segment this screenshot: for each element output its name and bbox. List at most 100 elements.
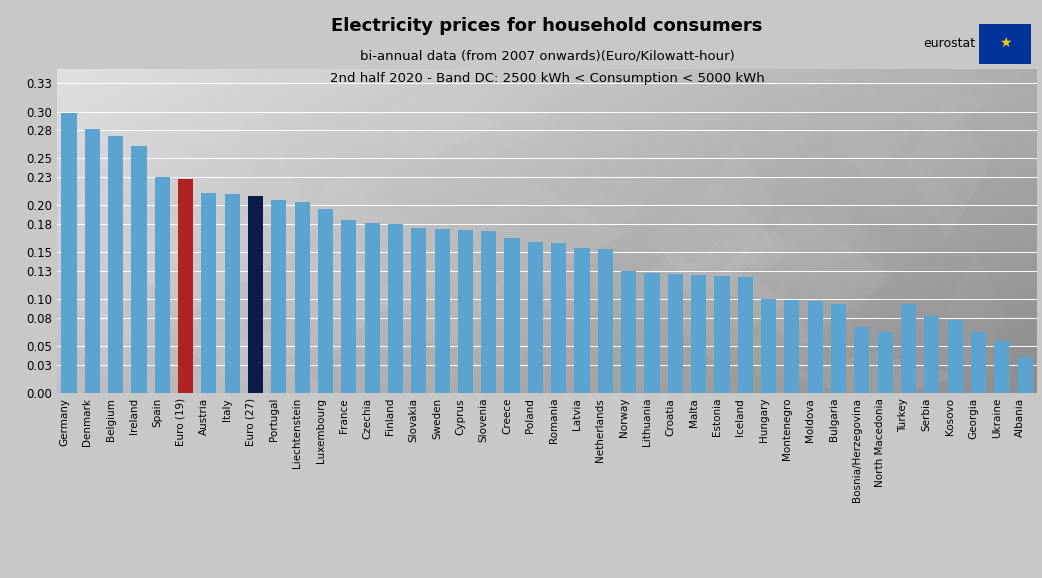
Polygon shape: [185, 276, 253, 326]
Polygon shape: [862, 13, 1021, 139]
Polygon shape: [649, 179, 775, 302]
Text: eurostat: eurostat: [923, 37, 975, 50]
Bar: [341, 220, 356, 393]
Polygon shape: [761, 51, 877, 105]
Bar: [691, 275, 706, 393]
Bar: [154, 177, 170, 393]
Bar: [598, 250, 613, 393]
Bar: [271, 200, 287, 393]
Polygon shape: [222, 214, 274, 269]
Polygon shape: [301, 155, 383, 298]
Bar: [108, 136, 123, 393]
Bar: [225, 194, 240, 393]
Bar: [621, 271, 637, 393]
Bar: [412, 228, 426, 393]
Polygon shape: [84, 284, 139, 388]
Polygon shape: [830, 87, 910, 184]
Polygon shape: [675, 212, 736, 333]
Bar: [574, 247, 590, 393]
Polygon shape: [282, 162, 422, 307]
Bar: [178, 179, 193, 393]
Bar: [901, 304, 916, 393]
Polygon shape: [901, 331, 1025, 439]
Polygon shape: [148, 169, 318, 229]
Polygon shape: [717, 224, 802, 272]
Polygon shape: [104, 205, 286, 310]
Polygon shape: [646, 242, 786, 362]
Bar: [201, 193, 217, 393]
Polygon shape: [741, 40, 833, 120]
Polygon shape: [759, 218, 885, 271]
Polygon shape: [786, 352, 962, 401]
Polygon shape: [60, 302, 140, 367]
Bar: [435, 229, 450, 393]
FancyBboxPatch shape: [979, 24, 1031, 64]
Bar: [504, 238, 520, 393]
Bar: [1018, 357, 1033, 393]
Text: bi-annual data (from 2007 onwards)(Euro/Kilowatt-hour): bi-annual data (from 2007 onwards)(Euro/…: [359, 49, 735, 62]
Bar: [248, 196, 264, 393]
Bar: [551, 243, 566, 393]
Bar: [947, 320, 963, 393]
Polygon shape: [460, 276, 548, 379]
Polygon shape: [90, 131, 201, 187]
Bar: [924, 316, 940, 393]
Polygon shape: [384, 222, 501, 358]
Polygon shape: [445, 183, 623, 285]
Polygon shape: [160, 55, 289, 132]
Polygon shape: [184, 229, 350, 292]
Bar: [131, 146, 147, 393]
Polygon shape: [341, 88, 500, 161]
Polygon shape: [700, 141, 774, 269]
Polygon shape: [212, 325, 353, 376]
Bar: [785, 300, 799, 393]
Bar: [84, 129, 100, 393]
Bar: [388, 224, 403, 393]
Polygon shape: [23, 20, 137, 146]
Bar: [61, 113, 76, 393]
Bar: [808, 301, 823, 393]
Polygon shape: [123, 76, 202, 117]
Polygon shape: [600, 140, 659, 225]
Polygon shape: [943, 250, 1007, 380]
Polygon shape: [264, 248, 402, 348]
Polygon shape: [416, 329, 515, 425]
Polygon shape: [709, 209, 891, 347]
Text: Electricity prices for household consumers: Electricity prices for household consume…: [331, 17, 763, 35]
Bar: [971, 332, 986, 393]
Polygon shape: [749, 280, 813, 421]
Polygon shape: [935, 121, 1042, 173]
Bar: [994, 342, 1010, 393]
Bar: [715, 276, 729, 393]
Polygon shape: [823, 105, 970, 191]
Polygon shape: [187, 320, 299, 383]
Polygon shape: [8, 183, 194, 321]
Bar: [457, 230, 473, 393]
Polygon shape: [870, 67, 990, 140]
Polygon shape: [414, 87, 557, 160]
Polygon shape: [555, 191, 644, 232]
Polygon shape: [834, 53, 900, 153]
Polygon shape: [352, 28, 489, 158]
Bar: [738, 277, 753, 393]
Bar: [877, 332, 893, 393]
Bar: [365, 223, 379, 393]
Polygon shape: [767, 222, 923, 261]
Polygon shape: [152, 127, 262, 208]
Bar: [318, 209, 333, 393]
Bar: [830, 304, 846, 393]
Polygon shape: [627, 234, 788, 290]
Bar: [644, 273, 660, 393]
Bar: [854, 327, 869, 393]
Polygon shape: [155, 99, 246, 153]
Polygon shape: [758, 106, 819, 151]
Polygon shape: [252, 148, 307, 279]
Polygon shape: [802, 210, 889, 325]
Bar: [295, 202, 309, 393]
Bar: [761, 299, 776, 393]
Polygon shape: [855, 158, 960, 238]
Polygon shape: [645, 250, 704, 301]
Polygon shape: [905, 93, 989, 240]
Text: 2nd half 2020 - Band DC: 2500 kWh < Consumption < 5000 kWh: 2nd half 2020 - Band DC: 2500 kWh < Cons…: [329, 72, 765, 85]
Polygon shape: [175, 335, 331, 447]
